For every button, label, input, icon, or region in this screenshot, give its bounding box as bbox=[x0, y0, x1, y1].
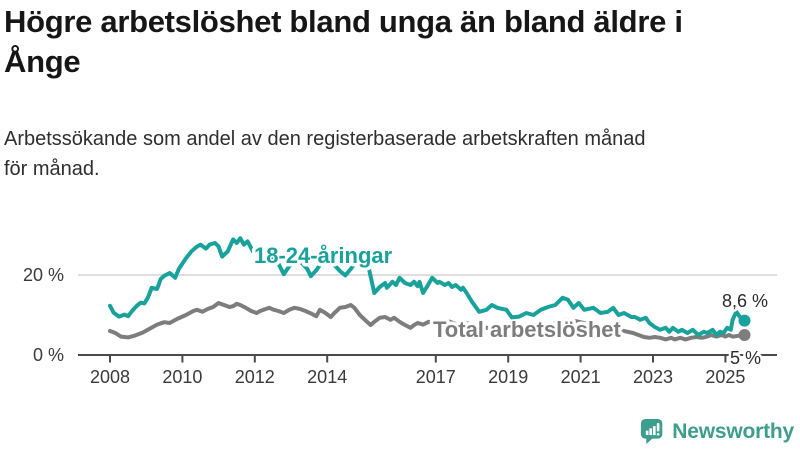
x-tick-label: 2014 bbox=[307, 367, 347, 387]
x-tick-label: 2019 bbox=[488, 367, 528, 387]
x-tick-label: 2012 bbox=[235, 367, 275, 387]
series-line-18-24 bbox=[108, 236, 746, 337]
x-tick-label: 2021 bbox=[561, 367, 601, 387]
chart-subtitle: Arbetssökande som andel av den registerb… bbox=[4, 124, 646, 184]
end-dot-total bbox=[738, 329, 751, 341]
x-tick-label: 2025 bbox=[705, 367, 745, 387]
y-axis-label: 20 % bbox=[23, 265, 64, 285]
x-tick-label: 2008 bbox=[90, 367, 130, 387]
chart-subtitle-line-1: Arbetssökande som andel av den registerb… bbox=[4, 128, 646, 150]
end-dot-18-24 bbox=[738, 314, 751, 327]
chart-subtitle-line-2: för månad. bbox=[4, 158, 100, 180]
page-title-line-2: Ånge bbox=[4, 44, 81, 79]
newsworthy-logo[interactable]: Newsworthy bbox=[640, 418, 794, 445]
end-value-label-total: 5 % bbox=[730, 348, 761, 368]
series-label-18-24: 18-24-åringar bbox=[254, 243, 393, 268]
y-axis-label: 0 % bbox=[33, 345, 64, 365]
x-tick-label: 2017 bbox=[416, 367, 456, 387]
newsworthy-logo-text: Newsworthy bbox=[672, 419, 794, 443]
x-tick-label: 2010 bbox=[162, 367, 202, 387]
page-title: Högre arbetslöshet bland unga än bland ä… bbox=[4, 2, 683, 82]
x-tick-label: 2023 bbox=[633, 367, 673, 387]
end-value-label-18-24: 8,6 % bbox=[722, 291, 768, 311]
series-label-total: Total arbetslöshet bbox=[433, 317, 622, 342]
series-line-total bbox=[108, 301, 746, 342]
newsworthy-logo-icon bbox=[641, 419, 663, 444]
page-title-line-1: Högre arbetslöshet bland unga än bland ä… bbox=[4, 4, 683, 39]
